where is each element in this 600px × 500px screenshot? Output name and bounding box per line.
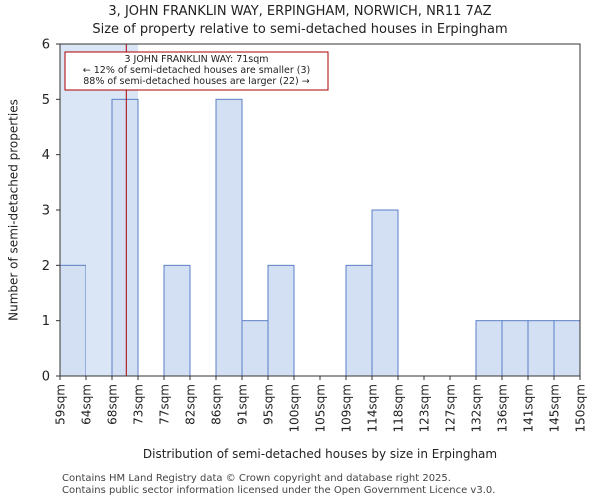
- x-tick-label: 91sqm: [236, 384, 250, 425]
- x-tick-label: 127sqm: [444, 384, 458, 432]
- histogram-bar: [163, 264, 191, 377]
- plot-frame: [59, 43, 581, 377]
- x-tick-label: 136sqm: [496, 384, 510, 432]
- y-tick-label: 2: [42, 259, 50, 274]
- x-tick-label: 82sqm: [184, 384, 198, 425]
- footer-line-1: Contains HM Land Registry data © Crown c…: [62, 473, 451, 484]
- annotation-line-1: 3 JOHN FRANKLIN WAY: 71sqm: [124, 54, 268, 65]
- histogram-bar: [371, 209, 399, 377]
- y-tick-label: 0: [42, 370, 50, 385]
- chart-title: 3, JOHN FRANKLIN WAY, ERPINGHAM, NORWICH…: [108, 4, 492, 19]
- x-tick-label: 73sqm: [132, 384, 146, 425]
- x-tick-label: 118sqm: [392, 384, 406, 432]
- histogram-bar: [267, 264, 295, 377]
- histogram-bar: [215, 98, 243, 377]
- x-axis-ticks: 59sqm 64sqm 68sqm 73sqm 77sqm 82sqm 86sqm 91sqm…: [54, 376, 588, 432]
- y-axis-ticks: 0 1 2 3 4 5 6: [42, 38, 60, 385]
- x-tick-label: 109sqm: [340, 384, 354, 432]
- x-tick-label: 59sqm: [54, 384, 68, 425]
- x-tick-label: 77sqm: [158, 384, 172, 425]
- histogram-bar: [475, 320, 503, 377]
- annotation-box: [64, 51, 329, 91]
- histogram-bar: [241, 320, 269, 377]
- highlight-band: [86, 44, 112, 376]
- x-tick-label: 86sqm: [210, 384, 224, 425]
- histogram-bar: [111, 98, 139, 377]
- x-tick-label: 95sqm: [262, 384, 276, 425]
- x-tick-label: 132sqm: [470, 384, 484, 432]
- annotation-line-3: 88% of semi-detached houses are larger (…: [83, 76, 310, 87]
- histogram-bar: [527, 320, 555, 377]
- x-tick-label: 68sqm: [106, 384, 120, 425]
- histogram-chart: 0 1 2 3 4 5 6 59sqm 64sqm 68sqm 73sqm 77sqm 82sqm 86…: [7, 38, 588, 462]
- footer-line-2: Contains public sector information licen…: [62, 485, 496, 496]
- x-tick-label: 145sqm: [548, 384, 562, 432]
- x-tick-label: 123sqm: [418, 384, 432, 432]
- x-tick-label: 150sqm: [574, 384, 588, 432]
- histogram-bar: [345, 264, 373, 377]
- y-tick-label: 5: [42, 93, 50, 108]
- x-tick-label: 100sqm: [288, 384, 302, 432]
- y-tick-label: 4: [42, 148, 50, 163]
- y-tick-label: 6: [42, 38, 50, 53]
- bars-group: [59, 44, 581, 377]
- chart-subtitle: Size of property relative to semi-detach…: [92, 22, 508, 37]
- annotation-line-2: ← 12% of semi-detached houses are smalle…: [83, 65, 311, 76]
- x-axis-label: Distribution of semi-detached houses by …: [143, 447, 497, 461]
- x-tick-label: 64sqm: [80, 384, 94, 425]
- x-tick-label: 114sqm: [366, 384, 380, 432]
- histogram-bar: [501, 320, 529, 377]
- y-axis-label: Number of semi-detached properties: [7, 99, 21, 321]
- histogram-bar: [59, 264, 87, 377]
- x-tick-label: 105sqm: [314, 384, 328, 432]
- y-tick-label: 1: [42, 314, 50, 329]
- x-tick-label: 141sqm: [522, 384, 536, 432]
- y-tick-label: 3: [42, 204, 50, 219]
- histogram-bar: [553, 320, 581, 377]
